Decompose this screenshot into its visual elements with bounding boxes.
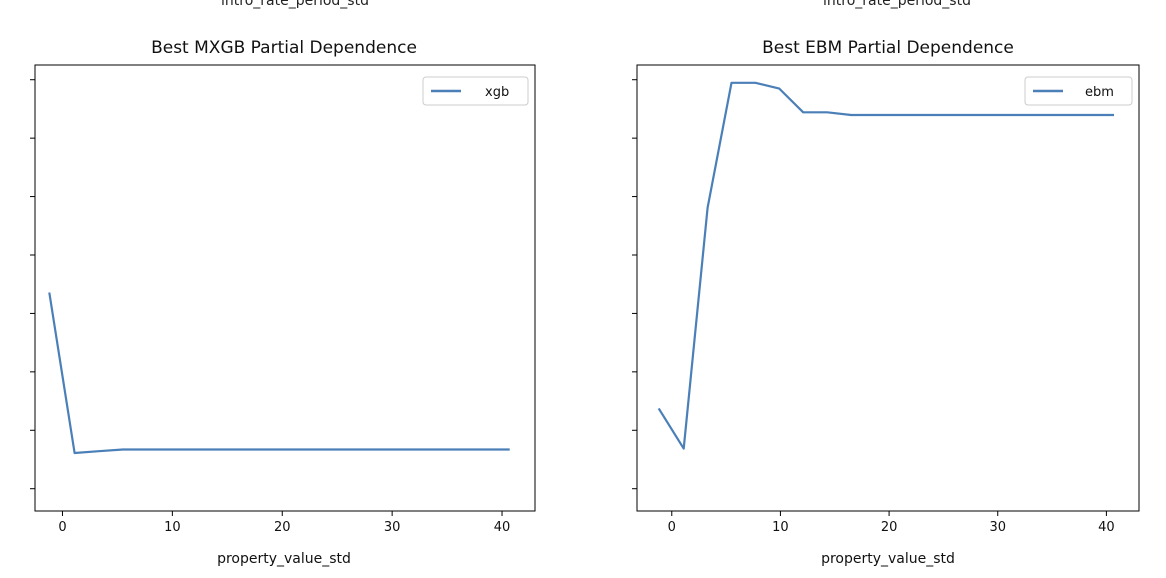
- ebm-x-tick-label: 10: [772, 520, 789, 535]
- xgb-legend: xgb: [422, 76, 529, 106]
- xgb-x-axis-label: property_value_std: [217, 551, 351, 567]
- xgb-x-tick-label: 0: [58, 520, 66, 535]
- xgb-series-line: [48, 292, 510, 455]
- top-cutoff-label-left: intro_rate_period_std: [221, 0, 369, 9]
- xgb-chart-title: Best MXGB Partial Dependence: [151, 38, 417, 58]
- ebm-plot-area: [636, 64, 1140, 512]
- xgb-ticks: 0 10 20 30 40: [30, 79, 511, 535]
- xgb-x-tick-label: 10: [164, 520, 181, 535]
- ebm-series: [657, 81, 1114, 450]
- ebm-legend: ebm: [1024, 76, 1133, 106]
- ebm-legend-label: ebm: [1085, 85, 1114, 100]
- ebm-x-axis-label: property_value_std: [821, 551, 955, 567]
- xgb-legend-box: [422, 76, 529, 106]
- ebm-x-tick-label: 20: [881, 520, 898, 535]
- xgb-x-tick-label: 30: [384, 520, 401, 535]
- top-cutoff-label-right: intro_rate_period_std: [823, 0, 971, 9]
- ebm-series-line: [657, 81, 1114, 450]
- ebm-x-tick-label: 40: [1098, 520, 1115, 535]
- xgb-x-tick-label: 40: [494, 520, 511, 535]
- xgb-series: [48, 292, 510, 455]
- ebm-x-tick-label: 0: [668, 520, 676, 535]
- ebm-x-tick-label: 30: [989, 520, 1006, 535]
- ebm-chart-panel: Best EBM Partial Dependence 0 10 20 30 40 eb…: [632, 38, 1140, 567]
- xgb-x-tick-label: 20: [274, 520, 291, 535]
- ebm-chart-title: Best EBM Partial Dependence: [762, 38, 1014, 58]
- xgb-plot-area: [34, 64, 536, 512]
- ebm-ticks: 0 10 20 30 40: [632, 79, 1115, 535]
- ebm-legend-box: [1024, 76, 1133, 106]
- xgb-chart-panel: Best MXGB Partial Dependence 0 10 20 30 40 x…: [30, 38, 536, 567]
- xgb-legend-label: xgb: [485, 85, 509, 100]
